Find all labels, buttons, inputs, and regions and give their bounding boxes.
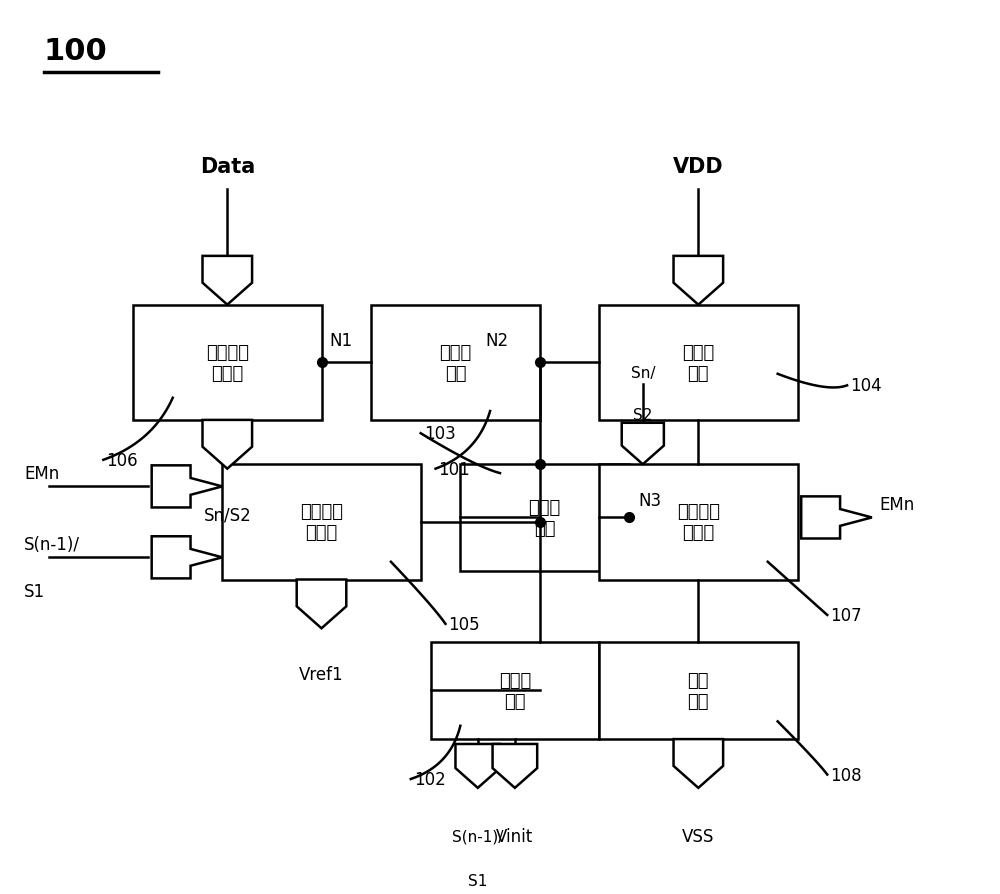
Text: S1: S1 bbox=[24, 582, 45, 600]
Text: Sn/: Sn/ bbox=[631, 366, 655, 381]
Text: 101: 101 bbox=[439, 460, 470, 478]
Polygon shape bbox=[203, 257, 252, 305]
Text: 106: 106 bbox=[106, 451, 138, 469]
FancyBboxPatch shape bbox=[431, 642, 599, 739]
Text: S(n-1)/: S(n-1)/ bbox=[24, 536, 80, 553]
FancyBboxPatch shape bbox=[599, 642, 798, 739]
Polygon shape bbox=[203, 420, 252, 469]
Text: Sn/S2: Sn/S2 bbox=[203, 506, 251, 524]
Text: 发光
器件: 发光 器件 bbox=[688, 671, 709, 710]
Text: EMn: EMn bbox=[24, 465, 59, 483]
Text: S2: S2 bbox=[633, 408, 652, 422]
Polygon shape bbox=[622, 423, 664, 465]
Text: 105: 105 bbox=[448, 615, 480, 633]
Polygon shape bbox=[674, 257, 723, 305]
FancyBboxPatch shape bbox=[371, 305, 540, 420]
Text: N3: N3 bbox=[639, 491, 662, 509]
Text: S1: S1 bbox=[468, 873, 487, 888]
Text: Vref1: Vref1 bbox=[299, 665, 344, 684]
Text: 103: 103 bbox=[424, 425, 455, 443]
FancyBboxPatch shape bbox=[133, 305, 322, 420]
FancyBboxPatch shape bbox=[599, 465, 798, 580]
Text: 补偿子
电路: 补偿子 电路 bbox=[528, 499, 561, 537]
Text: 基准电压
子电路: 基准电压 子电路 bbox=[300, 503, 343, 542]
Text: 驱动子
电路: 驱动子 电路 bbox=[682, 343, 714, 383]
Polygon shape bbox=[152, 466, 222, 508]
Text: 发光控制
子电路: 发光控制 子电路 bbox=[677, 503, 720, 542]
FancyBboxPatch shape bbox=[222, 465, 421, 580]
Text: 104: 104 bbox=[850, 377, 882, 395]
Polygon shape bbox=[674, 739, 723, 788]
Polygon shape bbox=[297, 580, 346, 628]
Text: VSS: VSS bbox=[682, 828, 715, 846]
Text: 数据写入
子电路: 数据写入 子电路 bbox=[206, 343, 249, 383]
Text: N2: N2 bbox=[485, 332, 508, 350]
FancyBboxPatch shape bbox=[460, 465, 629, 571]
Text: S(n-1)/: S(n-1)/ bbox=[452, 829, 503, 844]
FancyBboxPatch shape bbox=[599, 305, 798, 420]
Text: EMn: EMn bbox=[880, 495, 915, 513]
Text: 100: 100 bbox=[44, 38, 108, 66]
Polygon shape bbox=[152, 536, 222, 578]
Text: Vinit: Vinit bbox=[496, 828, 534, 846]
Polygon shape bbox=[493, 744, 537, 788]
Text: 102: 102 bbox=[414, 770, 445, 789]
Polygon shape bbox=[801, 497, 872, 539]
Text: VDD: VDD bbox=[673, 156, 724, 177]
Text: Data: Data bbox=[200, 156, 255, 177]
Polygon shape bbox=[455, 744, 500, 788]
Text: 107: 107 bbox=[830, 606, 862, 624]
Text: 复位子
电路: 复位子 电路 bbox=[499, 671, 531, 710]
Text: 108: 108 bbox=[830, 765, 862, 784]
Text: N1: N1 bbox=[329, 332, 353, 350]
Text: 储能子
电路: 储能子 电路 bbox=[439, 343, 472, 383]
